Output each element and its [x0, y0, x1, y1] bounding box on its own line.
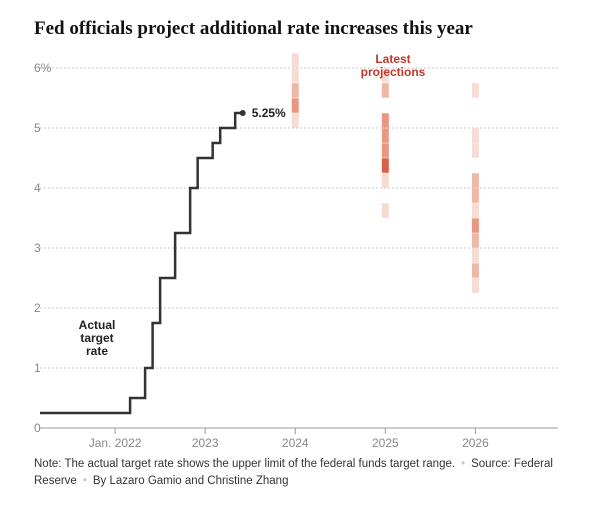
actual-rate-endpoint: [239, 110, 246, 116]
projection-cell: [471, 188, 479, 203]
projection-cell: [381, 158, 389, 173]
projection-cell: [471, 233, 479, 248]
projection-annotation: projections: [361, 65, 426, 79]
y-tick-label: 6%: [34, 61, 52, 75]
x-tick-label: 2026: [462, 436, 489, 450]
projection-cell: [291, 83, 299, 98]
footer-note: Note: The actual target rate shows the u…: [34, 456, 574, 490]
separator-dot: •: [82, 475, 87, 487]
projection-cell: [381, 143, 389, 158]
projection-cell: [471, 263, 479, 278]
source-text: Source: Federal Reserve: [34, 458, 553, 487]
y-tick-label: 0: [34, 421, 41, 435]
y-tick-label: 2: [34, 301, 41, 315]
x-tick-label: 2024: [282, 436, 309, 450]
projection-cell: [471, 278, 479, 293]
projection-annotation: Latest: [375, 52, 410, 66]
endpoint-value-label: 5.25%: [252, 106, 286, 120]
projection-cell: [291, 68, 299, 83]
projection-cell: [471, 218, 479, 233]
projection-cell: [381, 83, 389, 98]
note-text: Note: The actual target rate shows the u…: [34, 458, 456, 470]
chart-title: Fed officials project additional rate in…: [34, 18, 473, 39]
y-tick-label: 5: [34, 121, 41, 135]
y-tick-label: 4: [34, 181, 41, 195]
actual-rate-annotation: Actual: [79, 318, 116, 332]
grid-layer: 0 1 2 3 4 5 6% Jan. 2022 2023 2024 2025 2026: [34, 61, 558, 450]
y-tick-label: 1: [34, 361, 41, 375]
projection-cell: [291, 98, 299, 113]
x-tick-label: 2023: [192, 436, 219, 450]
projection-cell: [291, 53, 299, 68]
actual-rate-line: [40, 111, 243, 415]
projection-cell: [381, 68, 389, 83]
y-tick-label: 3: [34, 241, 41, 255]
projection-cell: [471, 248, 479, 263]
actual-rate-annotation: rate: [86, 344, 108, 358]
byline-text: By Lazaro Gamio and Christine Zhang: [92, 475, 289, 487]
x-tick-label: 2025: [372, 436, 399, 450]
projection-cell: [471, 173, 479, 188]
projection-cell: [291, 113, 299, 128]
separator-dot: •: [461, 458, 466, 470]
actual-rate-layer: 5.25%: [40, 106, 286, 415]
projection-cell: [381, 173, 389, 188]
projection-cell: [471, 143, 479, 158]
projection-cell: [381, 113, 389, 128]
projection-cell: [381, 128, 389, 143]
x-tick-label: Jan. 2022: [89, 436, 142, 450]
projection-layer: [291, 53, 479, 293]
projection-cell: [471, 203, 479, 218]
projection-cell: [381, 203, 389, 218]
actual-rate-annotation: target: [80, 331, 113, 345]
projection-cell: [471, 128, 479, 143]
projection-cell: [471, 83, 479, 98]
